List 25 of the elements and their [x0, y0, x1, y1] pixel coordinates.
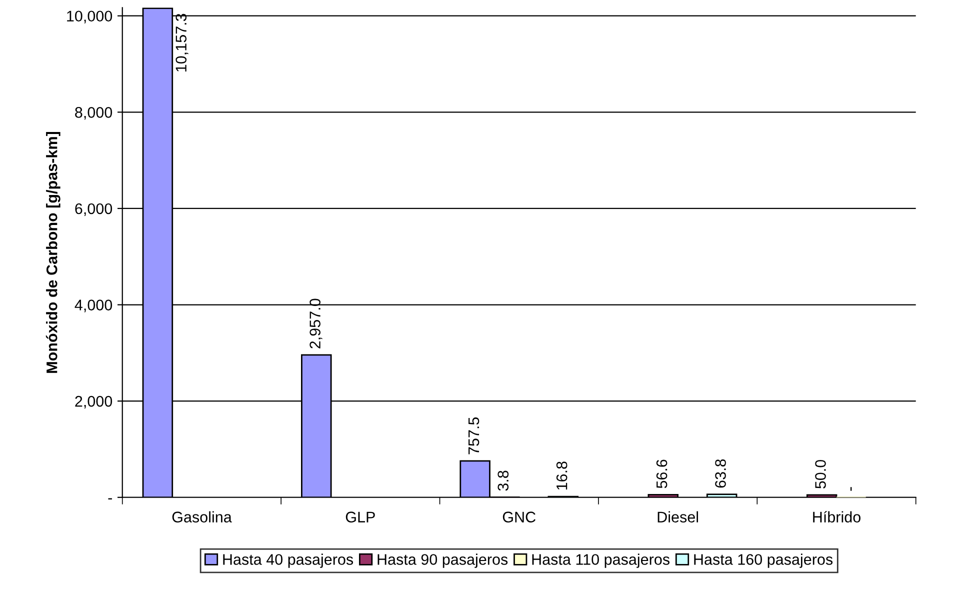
data-label: -: [850, 487, 852, 491]
x-tick-label: Híbrido: [813, 511, 860, 522]
x-tick-label: Diesel: [658, 511, 698, 522]
legend-label: Hasta 160 pasajeros: [694, 554, 833, 568]
data-label: 63.8: [715, 459, 726, 488]
y-tick-label: 4,000: [74, 300, 112, 312]
data-label: 757.5: [468, 417, 480, 454]
data-label: 10,157.3: [176, 14, 188, 72]
data-label: 2,957.0: [310, 298, 322, 348]
x-tick-label: GLP: [346, 512, 375, 522]
y-tick-label: 8,000: [75, 107, 112, 120]
y-tick-label: 6,000: [75, 203, 112, 216]
legend-label: Hasta 40 pasajeros: [223, 554, 354, 568]
y-tick-label: -: [108, 498, 112, 500]
y-tick-label: 10,000: [67, 10, 112, 24]
data-label: 56.6: [656, 460, 668, 488]
data-label: 50.0: [815, 460, 826, 488]
x-tick-label: GNC: [502, 512, 536, 522]
x-tick-label: Gasolina: [172, 511, 232, 522]
legend-label: Hasta 110 pasajeros: [532, 554, 670, 568]
y-tick-label: 2,000: [75, 396, 112, 409]
legend-label: Hasta 90 pasajeros: [378, 554, 508, 568]
data-label: 16.8: [556, 462, 568, 490]
y-axis-title: Monóxido de Carbono [g/pas-km]: [46, 132, 60, 373]
data-label: 3.8: [498, 470, 509, 491]
